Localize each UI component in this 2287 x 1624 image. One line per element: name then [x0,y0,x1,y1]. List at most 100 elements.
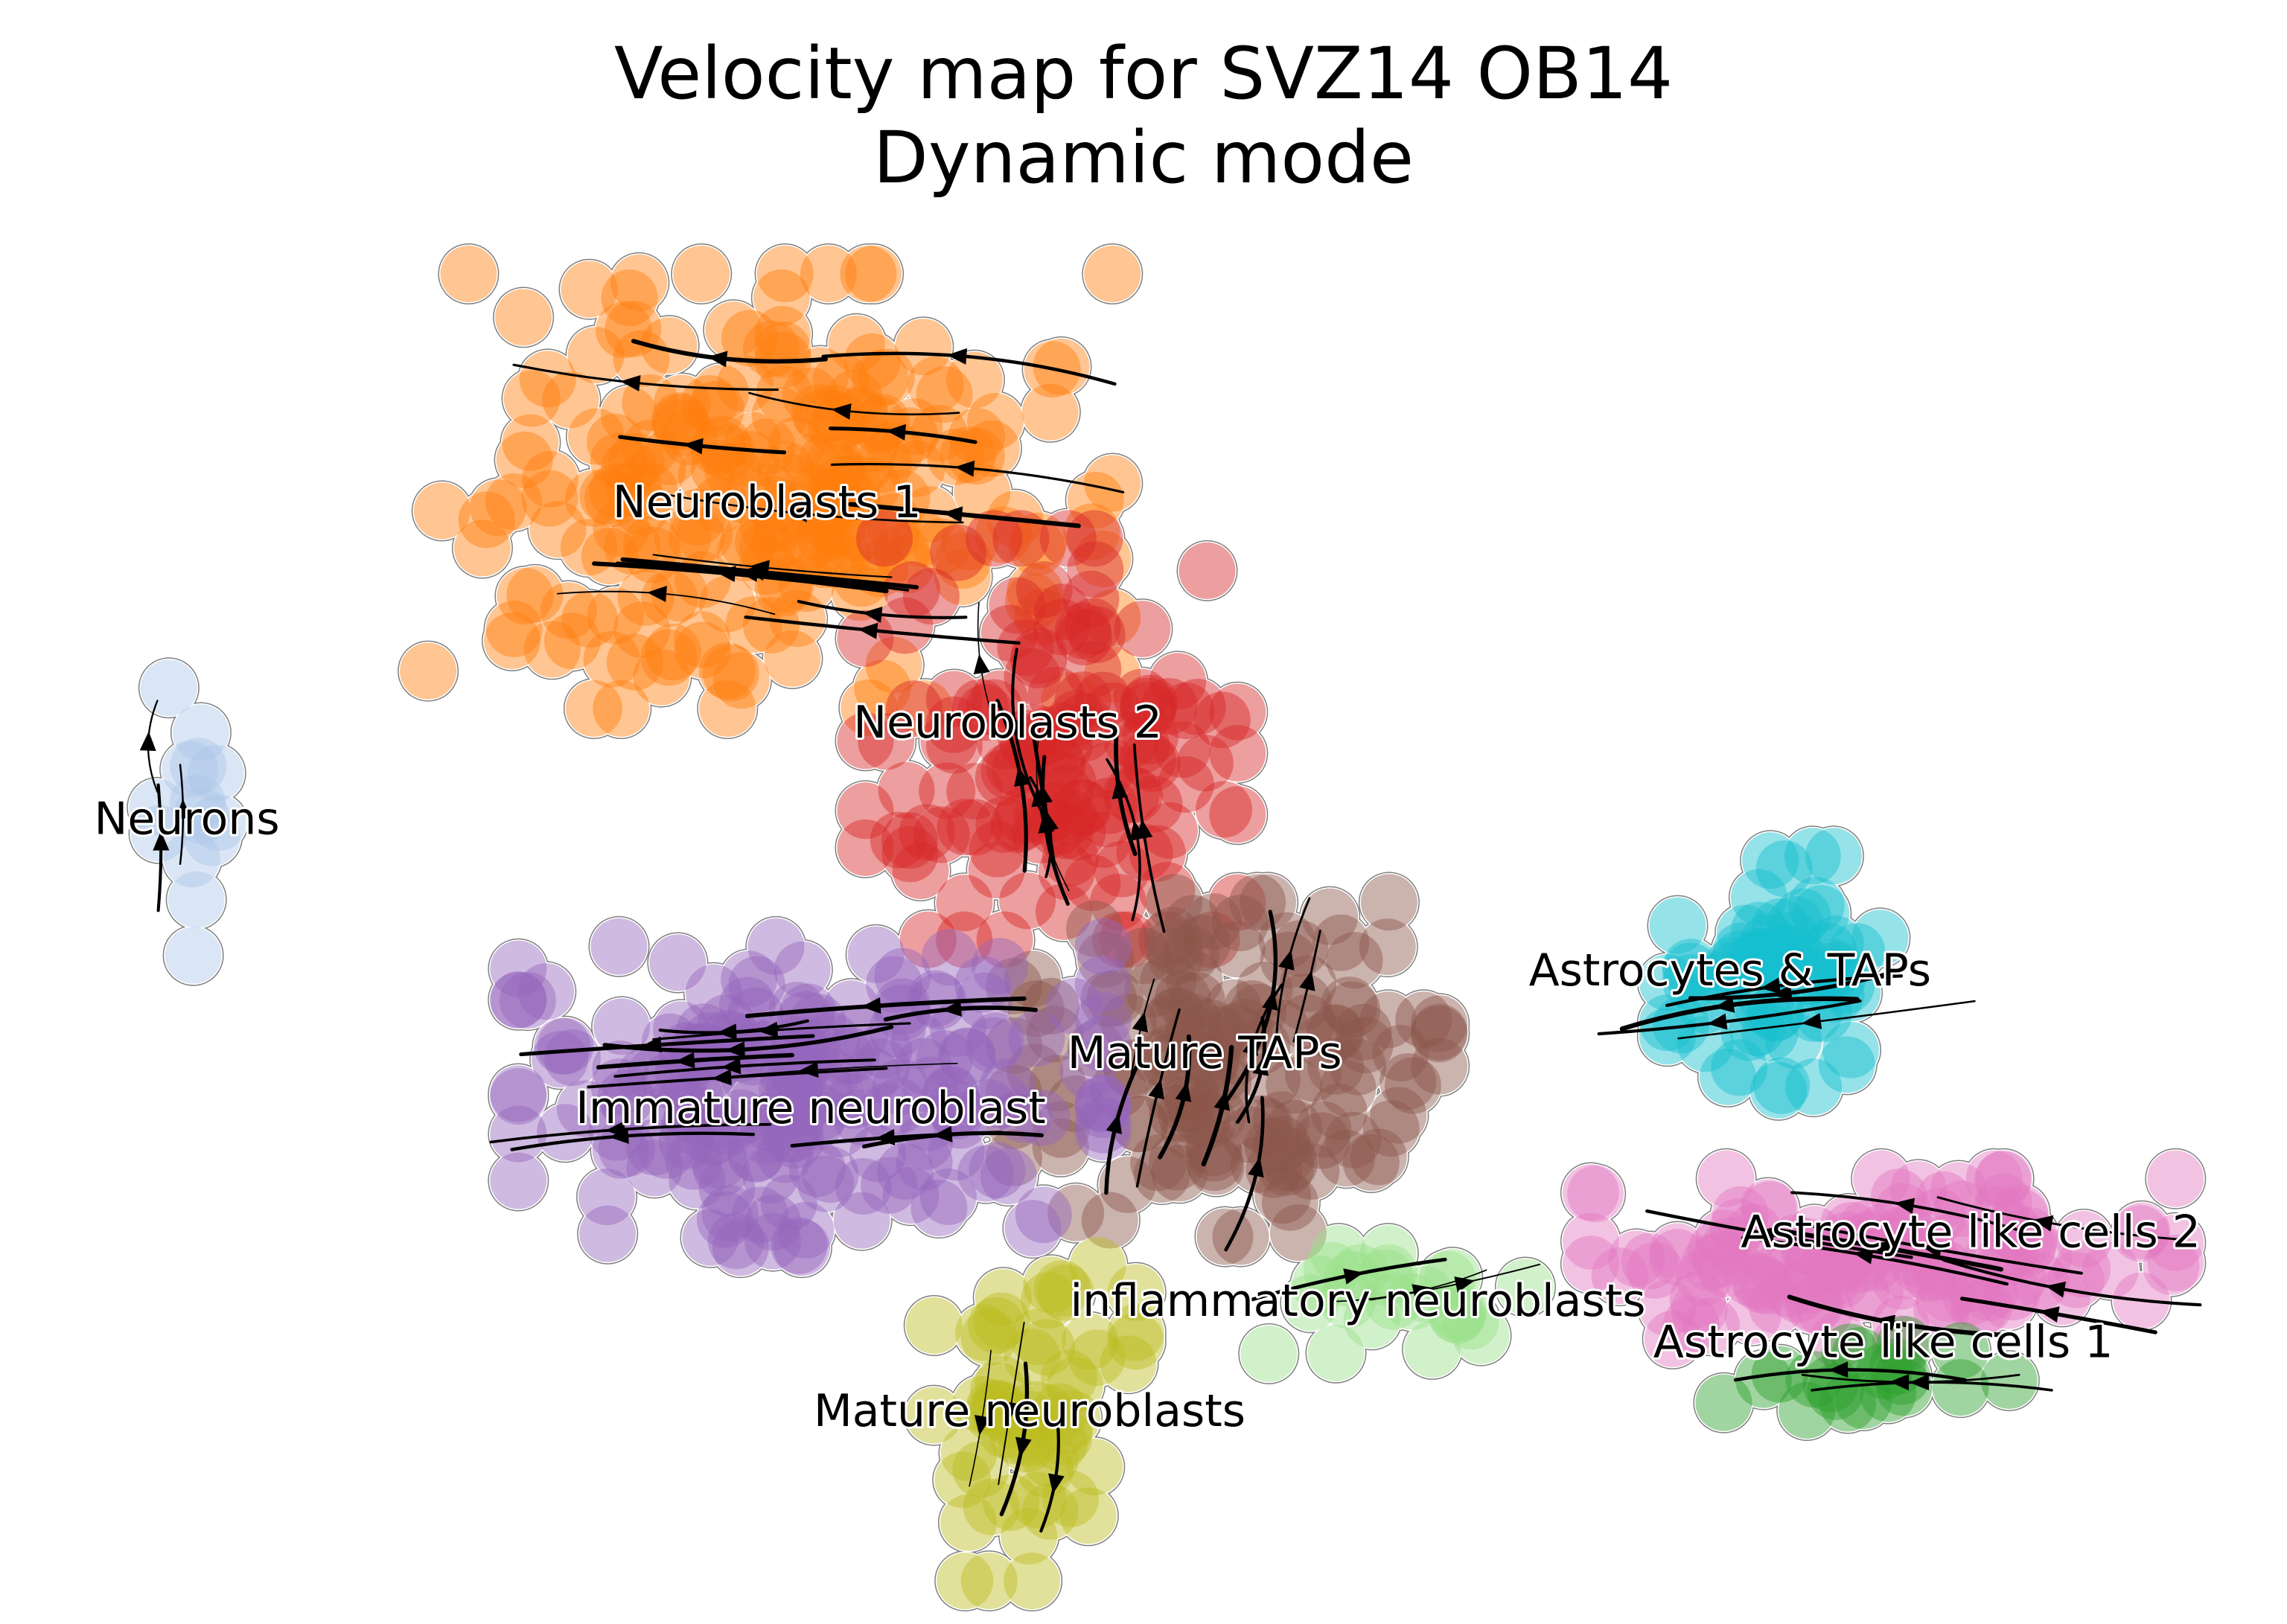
cell-point-neuroblasts-1 [1007,563,1064,621]
cell-point-neuroblasts-2 [1062,570,1120,627]
cell-point-astrocyte-like-cells-2 [2112,1205,2169,1262]
cell-point-mature-neuroblasts [1036,1398,1094,1455]
cell-point-astrocyte-like-cells-2 [2082,1241,2139,1299]
cell-point-neuroblasts-2 [883,561,940,618]
velocity-arrowhead [744,564,765,581]
cell-point-neuroblasts-1 [561,260,618,318]
velocity-stream-line [1960,1297,2157,1334]
velocity-arrowhead [717,1023,737,1040]
cell-point-mature-taps [1372,1025,1429,1081]
velocity-stream-line [613,1058,876,1078]
cell-point-immature-neuroblast [995,1086,1053,1143]
cell-point-neuroblasts-1 [565,680,622,737]
cell-point-immature-neuroblast [768,1112,825,1169]
cell-point-mature-taps [1336,1017,1394,1074]
cell-point-neuroblasts-2 [1065,641,1122,698]
cell-point-mature-taps [986,1064,1042,1122]
cell-point-mature-taps [1295,1012,1353,1070]
cell-point-mature-neuroblasts [1068,1329,1126,1387]
cell-point-neuroblasts-2 [1039,510,1097,567]
cell-point-inflammatory-neuroblasts [1310,1225,1368,1282]
cell-point-mature-taps [1027,1006,1083,1063]
cell-point-neuroblasts-2 [1114,601,1171,658]
cell-point-neuroblasts-1 [840,246,897,302]
cell-point-immature-neuroblast [740,1094,797,1151]
cell-point-astrocyte-like-cells-2 [1913,1282,1971,1339]
cell-point-neuroblasts-1 [607,433,665,490]
cell-point-neuroblasts-1 [945,351,1003,409]
cell-point-neuroblasts-1 [617,569,674,626]
cluster-label-mature-taps: Mature TAPs [1068,1027,1342,1079]
cell-point-immature-neuroblast [874,947,931,1005]
velocity-arrowhead [886,423,906,441]
cell-point-neuroblasts-2 [1015,561,1073,618]
cell-point-immature-neuroblast [490,971,547,1029]
cell-point-astrocyte-like-cells-2 [1739,1258,1796,1315]
velocity-arrowhead [1003,1401,1020,1422]
cell-point-astrocyte-like-cells-2 [1741,1181,1799,1238]
cell-point-immature-neuroblast [1008,1010,1065,1067]
cell-point-neuroblasts-1 [788,464,846,521]
cell-point-neuroblasts-1 [764,454,821,511]
cell-point-neuroblasts-1 [496,431,553,488]
cell-point-astrocyte-like-cells-2 [1676,1249,1732,1306]
cell-point-neuroblasts-2 [1084,682,1141,739]
velocity-arrowhead [1252,1055,1269,1076]
cell-point-mature-taps [1208,921,1266,978]
cell-point-mature-neuroblasts [1069,1237,1126,1294]
cell-point-immature-neuroblast [967,1012,1024,1070]
cell-point-astrocytes-and-taps [1731,901,1788,959]
cell-point-astrocyte-like-cells-1 [1779,1382,1836,1439]
cell-point-mature-neuroblasts [1033,1260,1091,1317]
velocity-stream-line [1222,909,1278,1106]
cell-point-mature-taps [1307,1004,1363,1061]
cell-point-neuroblasts-2 [1209,683,1266,741]
cell-point-mature-taps [1326,932,1383,989]
cell-point-neuroblasts-2 [936,875,993,932]
cell-point-mature-taps [1080,971,1138,1028]
cluster-label-neuroblasts-1: Neuroblasts 1 [613,476,922,528]
cell-point-immature-neuroblast [490,1065,547,1122]
cell-point-neuroblasts-2 [1193,691,1251,749]
cell-point-astrocyte-like-cells-2 [1608,1230,1665,1288]
velocity-arrowhead [942,506,963,523]
cell-point-astrocytes-and-taps [1742,832,1799,889]
cell-point-neuroblasts-1 [725,596,782,653]
cell-point-neuroblasts-1 [782,367,839,424]
cell-point-neuroblasts-2 [1099,911,1156,968]
cell-point-immature-neuroblast [959,1078,1016,1136]
cell-point-neuroblasts-1 [1014,588,1071,645]
cell-point-inflammatory-neuroblasts [1359,1225,1417,1282]
cell-point-mature-taps [1151,1145,1208,1202]
cell-point-neuroblasts-2 [1036,764,1094,822]
cell-point-mature-neuroblasts [973,1292,1030,1349]
velocity-stream-line [1645,1209,1913,1259]
cell-point-neuroblasts-1 [1010,512,1068,569]
cell-point-astrocyte-like-cells-2 [1870,1169,1927,1226]
cell-point-neurons [173,787,230,845]
cell-point-neuroblasts-1 [741,463,797,520]
cell-point-neuroblasts-1 [610,254,668,311]
velocity-arrowhead [721,1058,741,1075]
cell-point-astrocyte-like-cells-2 [1965,1150,2023,1207]
cell-point-astrocytes-and-taps [1810,948,1867,1006]
cell-point-neuroblasts-1 [807,479,864,537]
cell-point-neuroblasts-2 [1196,781,1252,838]
cell-point-neuroblasts-2 [1054,779,1111,836]
cell-point-neuroblasts-1 [966,393,1024,450]
cell-point-mature-taps [1318,1130,1375,1187]
cell-point-immature-neuroblast [771,1217,828,1274]
cell-point-neuroblasts-1 [886,398,943,455]
cell-point-neuroblasts-1 [699,680,756,737]
cell-point-mature-taps [1032,1118,1089,1175]
cell-point-neuroblasts-1 [794,389,851,446]
velocity-arrowhead [1299,970,1315,991]
cell-point-mature-neuroblasts [963,1478,1020,1535]
velocity-arrowhead [1048,1473,1065,1494]
cell-point-astrocyte-like-cells-2 [2147,1150,2204,1207]
cell-point-neuroblasts-1 [720,468,777,525]
cell-point-immature-neuroblast [777,991,835,1048]
cell-point-astrocyte-like-cells-1 [1932,1322,1989,1379]
velocity-arrowhead [1007,714,1024,735]
cell-point-neuroblasts-1 [797,482,854,540]
